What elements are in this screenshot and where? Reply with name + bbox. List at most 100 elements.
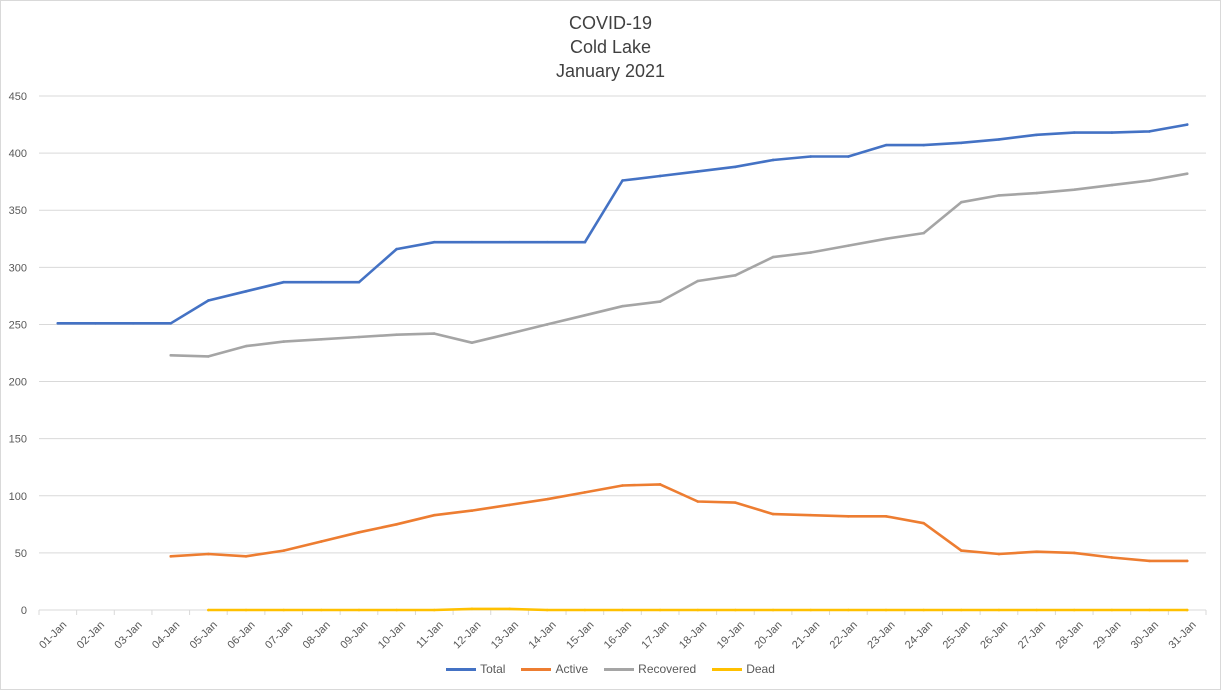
data-point-dead-21-Jan bbox=[809, 608, 813, 612]
data-point-active-20-Jan bbox=[771, 512, 775, 516]
y-tick-label-450: 450 bbox=[9, 91, 27, 103]
data-point-total-19-Jan bbox=[734, 165, 737, 169]
data-point-dead-07-Jan bbox=[282, 608, 285, 612]
legend-label-recovered: Recovered bbox=[638, 662, 697, 676]
series-line-total bbox=[56, 123, 1189, 325]
y-tick-label-250: 250 bbox=[9, 319, 27, 331]
data-point-dead-16-Jan bbox=[621, 608, 624, 612]
data-point-recovered-25-Jan bbox=[960, 200, 963, 204]
chart-title-line-2: Cold Lake bbox=[569, 37, 652, 57]
data-point-total-03-Jan bbox=[131, 322, 135, 325]
legend-swatch-dead bbox=[712, 667, 743, 671]
x-tick-label-31-Jan: 31-Jan bbox=[1166, 619, 1198, 651]
data-point-dead-27-Jan bbox=[1035, 608, 1038, 612]
data-point-total-30-Jan bbox=[1148, 130, 1151, 133]
data-point-total-24-Jan bbox=[922, 143, 925, 147]
x-tick-label-25-Jan: 25-Jan bbox=[941, 619, 973, 651]
x-tick-label-29-Jan: 29-Jan bbox=[1091, 619, 1123, 651]
data-point-dead-26-Jan bbox=[997, 608, 1001, 612]
legend-item-total: Total bbox=[446, 662, 505, 676]
data-point-dead-31-Jan bbox=[1185, 608, 1189, 612]
data-point-total-23-Jan bbox=[884, 143, 888, 147]
x-tick-label-18-Jan: 18-Jan bbox=[677, 619, 709, 651]
data-point-dead-08-Jan bbox=[320, 608, 323, 612]
x-tick-label-26-Jan: 26-Jan bbox=[978, 619, 1010, 651]
legend-label-active: Active bbox=[555, 662, 589, 676]
data-point-total-25-Jan bbox=[960, 141, 963, 145]
x-tick-label-10-Jan: 10-Jan bbox=[376, 619, 408, 651]
data-point-active-16-Jan bbox=[621, 484, 624, 487]
x-tick-label-23-Jan: 23-Jan bbox=[865, 619, 897, 651]
data-point-recovered-12-Jan bbox=[470, 341, 474, 345]
data-point-total-21-Jan bbox=[809, 155, 813, 158]
data-point-recovered-26-Jan bbox=[997, 194, 1001, 197]
y-tick-label-150: 150 bbox=[9, 434, 27, 446]
x-tick-label-19-Jan: 19-Jan bbox=[715, 619, 747, 651]
data-point-total-13-Jan bbox=[508, 240, 511, 244]
data-point-total-01-Jan bbox=[56, 322, 60, 325]
chart-legend: Total Active Recovered Dead bbox=[1, 662, 1220, 676]
data-point-active-17-Jan bbox=[658, 483, 662, 486]
data-point-total-04-Jan bbox=[169, 322, 173, 325]
x-tick-label-03-Jan: 03-Jan bbox=[112, 619, 144, 651]
data-point-active-13-Jan bbox=[508, 503, 511, 507]
data-point-total-29-Jan bbox=[1110, 131, 1114, 134]
x-tick-label-16-Jan: 16-Jan bbox=[602, 619, 634, 651]
data-point-dead-06-Jan bbox=[244, 608, 248, 612]
data-point-total-16-Jan bbox=[621, 179, 624, 182]
data-point-dead-10-Jan bbox=[395, 608, 398, 612]
data-point-recovered-29-Jan bbox=[1110, 183, 1114, 187]
data-point-total-05-Jan bbox=[207, 299, 210, 302]
data-point-dead-11-Jan bbox=[432, 608, 436, 612]
data-point-total-07-Jan bbox=[282, 280, 285, 284]
x-tick-label-22-Jan: 22-Jan bbox=[828, 619, 860, 651]
data-point-dead-25-Jan bbox=[960, 608, 963, 612]
x-tick-label-24-Jan: 24-Jan bbox=[903, 619, 935, 651]
x-tick-label-21-Jan: 21-Jan bbox=[790, 619, 822, 651]
data-point-active-08-Jan bbox=[320, 540, 323, 543]
data-point-total-12-Jan bbox=[470, 240, 474, 244]
data-point-recovered-05-Jan bbox=[207, 355, 210, 358]
data-point-dead-22-Jan bbox=[847, 608, 850, 612]
y-tick-label-50: 50 bbox=[15, 548, 27, 560]
x-tick-label-09-Jan: 09-Jan bbox=[338, 619, 370, 651]
data-point-total-11-Jan bbox=[432, 240, 436, 244]
data-point-dead-12-Jan bbox=[470, 607, 474, 611]
data-point-active-05-Jan bbox=[207, 552, 210, 556]
data-point-recovered-19-Jan bbox=[734, 274, 737, 277]
data-point-dead-18-Jan bbox=[696, 608, 700, 612]
x-tick-label-11-Jan: 11-Jan bbox=[414, 619, 446, 651]
legend-item-active: Active bbox=[521, 662, 588, 676]
data-point-recovered-08-Jan bbox=[320, 337, 323, 341]
data-point-recovered-14-Jan bbox=[545, 323, 549, 326]
data-point-dead-14-Jan bbox=[545, 608, 549, 612]
data-point-active-30-Jan bbox=[1148, 559, 1151, 563]
data-point-active-14-Jan bbox=[545, 497, 549, 501]
data-point-total-31-Jan bbox=[1185, 123, 1189, 126]
series-line-active bbox=[169, 483, 1189, 563]
y-tick-label-100: 100 bbox=[9, 491, 27, 503]
data-point-total-15-Jan bbox=[583, 240, 587, 244]
data-point-active-19-Jan bbox=[734, 501, 737, 504]
data-point-active-06-Jan bbox=[244, 555, 248, 558]
data-point-dead-29-Jan bbox=[1110, 608, 1114, 612]
data-point-total-02-Jan bbox=[94, 322, 97, 325]
x-tick-label-13-Jan: 13-Jan bbox=[489, 619, 521, 651]
data-point-active-24-Jan bbox=[922, 521, 925, 525]
data-point-recovered-06-Jan bbox=[244, 344, 248, 348]
x-tick-label-28-Jan: 28-Jan bbox=[1054, 619, 1086, 651]
legend-item-dead: Dead bbox=[712, 662, 775, 676]
data-point-active-25-Jan bbox=[960, 549, 963, 552]
data-point-active-09-Jan bbox=[357, 531, 361, 534]
data-point-dead-09-Jan bbox=[357, 608, 361, 612]
data-point-active-10-Jan bbox=[395, 523, 398, 526]
x-tick-label-27-Jan: 27-Jan bbox=[1016, 619, 1048, 651]
data-point-recovered-23-Jan bbox=[884, 237, 888, 241]
data-point-recovered-09-Jan bbox=[357, 335, 361, 339]
data-point-total-14-Jan bbox=[545, 240, 549, 244]
legend-swatch-active bbox=[521, 667, 552, 671]
data-point-recovered-22-Jan bbox=[847, 244, 850, 247]
data-point-total-10-Jan bbox=[395, 247, 398, 251]
chart-title-line-1: COVID-19 bbox=[568, 13, 653, 33]
